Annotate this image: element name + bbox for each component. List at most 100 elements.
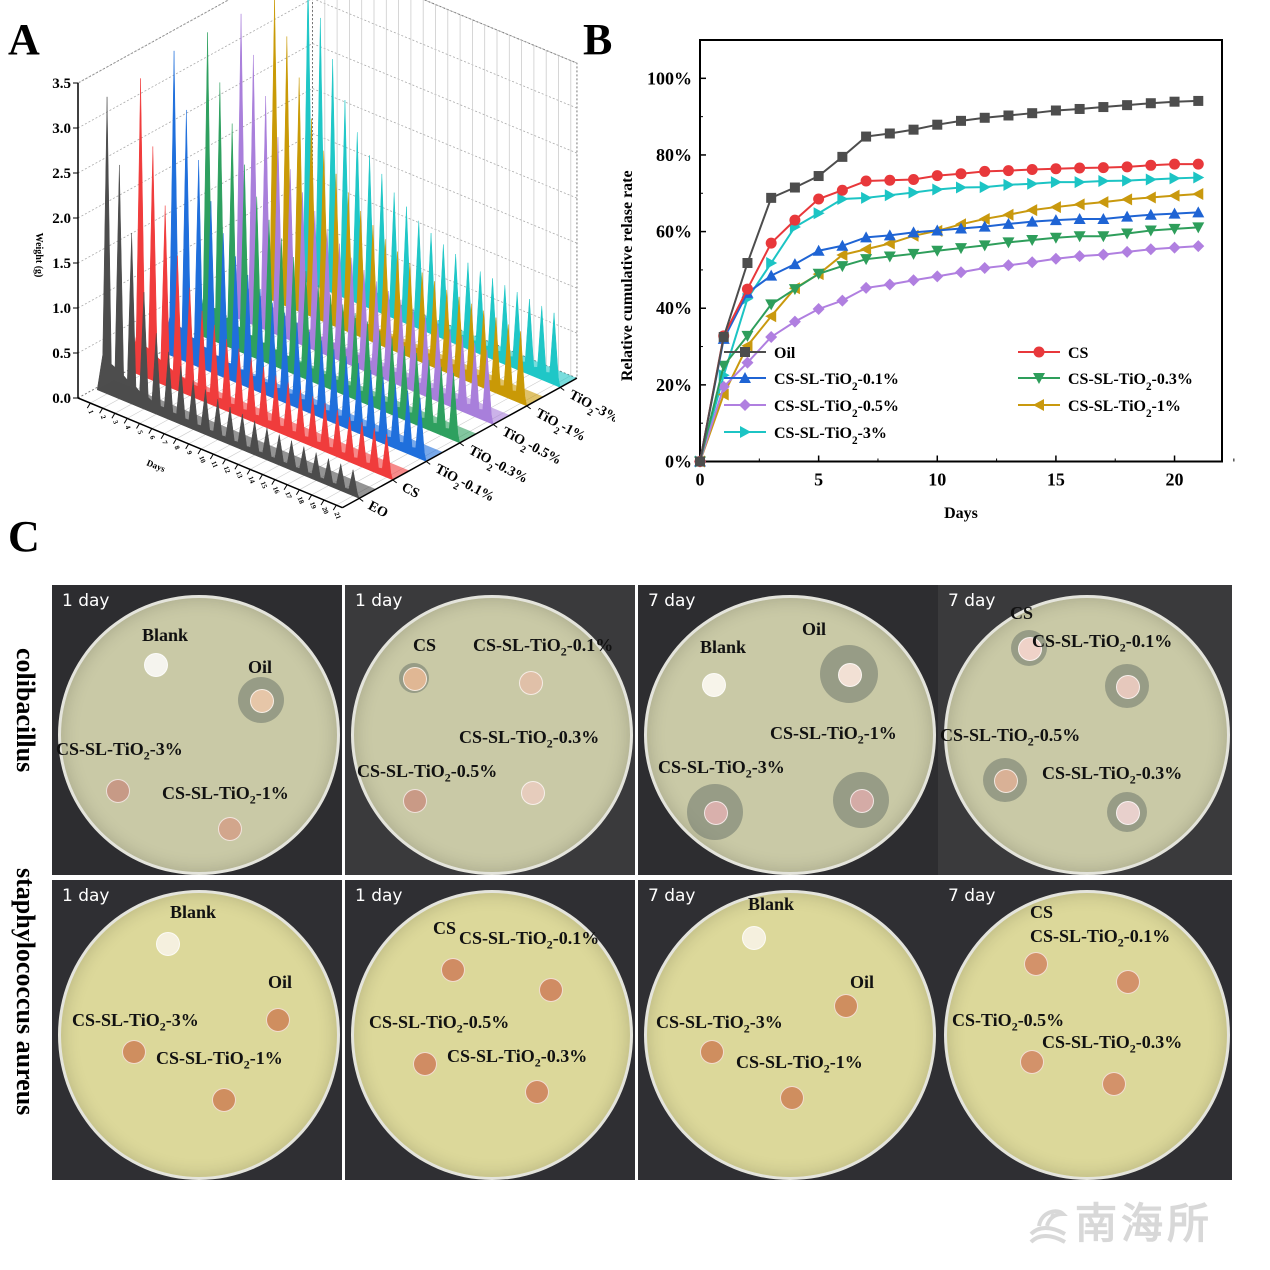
x-tick-label: 15 [1047, 470, 1065, 490]
marker-triangle-left [765, 310, 777, 323]
day-label: 1 day [355, 886, 403, 906]
marker-circle [1002, 165, 1014, 177]
marker-circle [741, 283, 753, 295]
marker-triangle-down [1049, 232, 1062, 244]
legend-label: CS-SL-TiO2-1% [1068, 398, 1181, 420]
x-tick-label: 9 [185, 450, 194, 457]
marker-diamond [955, 266, 967, 279]
x-tick [271, 479, 276, 485]
sample-disc [144, 653, 168, 677]
marker-triangle-left [1121, 193, 1133, 206]
x-tick-label: 13 [234, 470, 244, 480]
marker-diamond [1002, 259, 1015, 272]
sample-disc [1018, 637, 1042, 661]
panel-a-3d-waterfall-chart: 0.0 0.5 1.0 1.5 2.0 2.5 3.0 3.5 Weight (g) 1 2 3 4 5 6… [0, 0, 621, 525]
x-tick-label: 10 [928, 470, 946, 490]
marker-triangle-up [907, 226, 920, 238]
marker-square [742, 258, 753, 269]
marker-diamond [1192, 240, 1205, 253]
marker-diamond [1097, 248, 1110, 261]
y-tick-label: 3.5 [52, 76, 71, 92]
marker-square [1074, 103, 1085, 114]
sample-disc [1102, 1072, 1126, 1096]
marker-triangle-right [1003, 178, 1015, 191]
marker-diamond [1168, 241, 1181, 254]
sample-disc [742, 926, 766, 950]
legend-item: CS-SL-TiO2-1% [1018, 398, 1181, 420]
y-tick-label: 20% [656, 375, 692, 395]
category-tick [358, 497, 364, 502]
plate-photo: 1 day Blank Oil CS-SL-TiO2-3% CS-SL-TiO2-1% [52, 585, 342, 875]
marker-triangle-up [812, 244, 825, 256]
x-tick [234, 464, 239, 470]
marker-diamond [1121, 245, 1134, 258]
x-tick [123, 418, 128, 424]
x-tick-label: 20 [1166, 470, 1184, 490]
marker-triangle-left [1002, 208, 1014, 221]
legend-label: CS-SL-TiO2-3% [774, 425, 887, 447]
marker-diamond [765, 330, 778, 343]
y-tick-label: 60% [656, 222, 692, 242]
sample-disc [212, 1088, 236, 1112]
marker-square [1122, 100, 1133, 111]
marker-triangle-up [739, 372, 751, 383]
marker-square [1027, 108, 1038, 119]
plate-photo: 1 day CS CS-SL-TiO2-0.1% CS-SL-TiO2-0.3% CS-… [345, 585, 635, 875]
x-tick [99, 407, 104, 414]
row-label-staphylococcus-aureus: staphylococcus aureus [11, 868, 40, 1116]
marker-triangle-down [955, 243, 967, 255]
sample-label: Blank [700, 637, 747, 657]
sample-label: CS-SL-TiO2-3% [56, 739, 183, 763]
sample-disc [994, 769, 1018, 793]
x-tick-label: 4 [123, 424, 132, 431]
grid-line [77, 88, 578, 219]
sample-label: CS-SL-TiO2-0.3% [447, 1046, 588, 1070]
sample-disc [266, 1008, 290, 1032]
sample-disc [106, 779, 130, 803]
marker-triangle-down [1144, 225, 1157, 237]
marker-diamond [883, 278, 896, 291]
waterfall-series-eo [96, 96, 376, 499]
marker-diamond [1144, 243, 1157, 256]
x-tick-label: 3 [111, 419, 120, 426]
waterfall-base [97, 380, 376, 499]
sample-label: CS-SL-TiO2-0.1% [1030, 926, 1171, 950]
x-tick [148, 428, 153, 434]
marker-triangle-up [1002, 217, 1015, 229]
sample-disc [700, 1040, 724, 1064]
marker-circle [1074, 162, 1086, 174]
series-line [699, 193, 1199, 462]
x-tick-label: 21 [332, 511, 342, 521]
marker-diamond [1049, 252, 1062, 265]
series-line [699, 176, 1199, 462]
x-tick-label: 18 [296, 496, 306, 506]
sample-disc [1116, 675, 1140, 699]
y-tick-label: 2.0 [52, 211, 71, 227]
marker-square [837, 151, 848, 162]
marker-triangle-right [884, 189, 896, 202]
marker-triangle-up [978, 220, 991, 232]
sample-label: CS-SL-TiO2-1% [736, 1052, 863, 1076]
legend-label: CS [1068, 345, 1089, 362]
marker-triangle-left [836, 248, 848, 261]
marker-triangle-up [1049, 214, 1062, 226]
sample-label: CS-SL-TiO2-0.3% [1042, 763, 1183, 787]
x-tick-label: 16 [271, 485, 281, 495]
grid-line [77, 178, 578, 309]
marker-circle [908, 173, 920, 185]
marker-circle [1026, 164, 1038, 176]
series-cs-sl-tio2-0-1- [694, 206, 1205, 467]
day-label: 1 day [355, 591, 403, 611]
marker-circle [765, 237, 777, 249]
sample-label: CS [433, 918, 457, 938]
x-axis-label: Days [944, 505, 978, 522]
x-tick [209, 453, 214, 460]
series-line [699, 99, 1199, 462]
marker-diamond [739, 399, 751, 411]
x-tick-label: 7 [160, 439, 169, 446]
x-tick [320, 499, 325, 506]
series-oil [695, 95, 1204, 467]
series-cs-sl-tio2-3- [695, 171, 1205, 468]
marker-square [1003, 110, 1014, 121]
wave-fish-logo-icon [1025, 1204, 1071, 1250]
